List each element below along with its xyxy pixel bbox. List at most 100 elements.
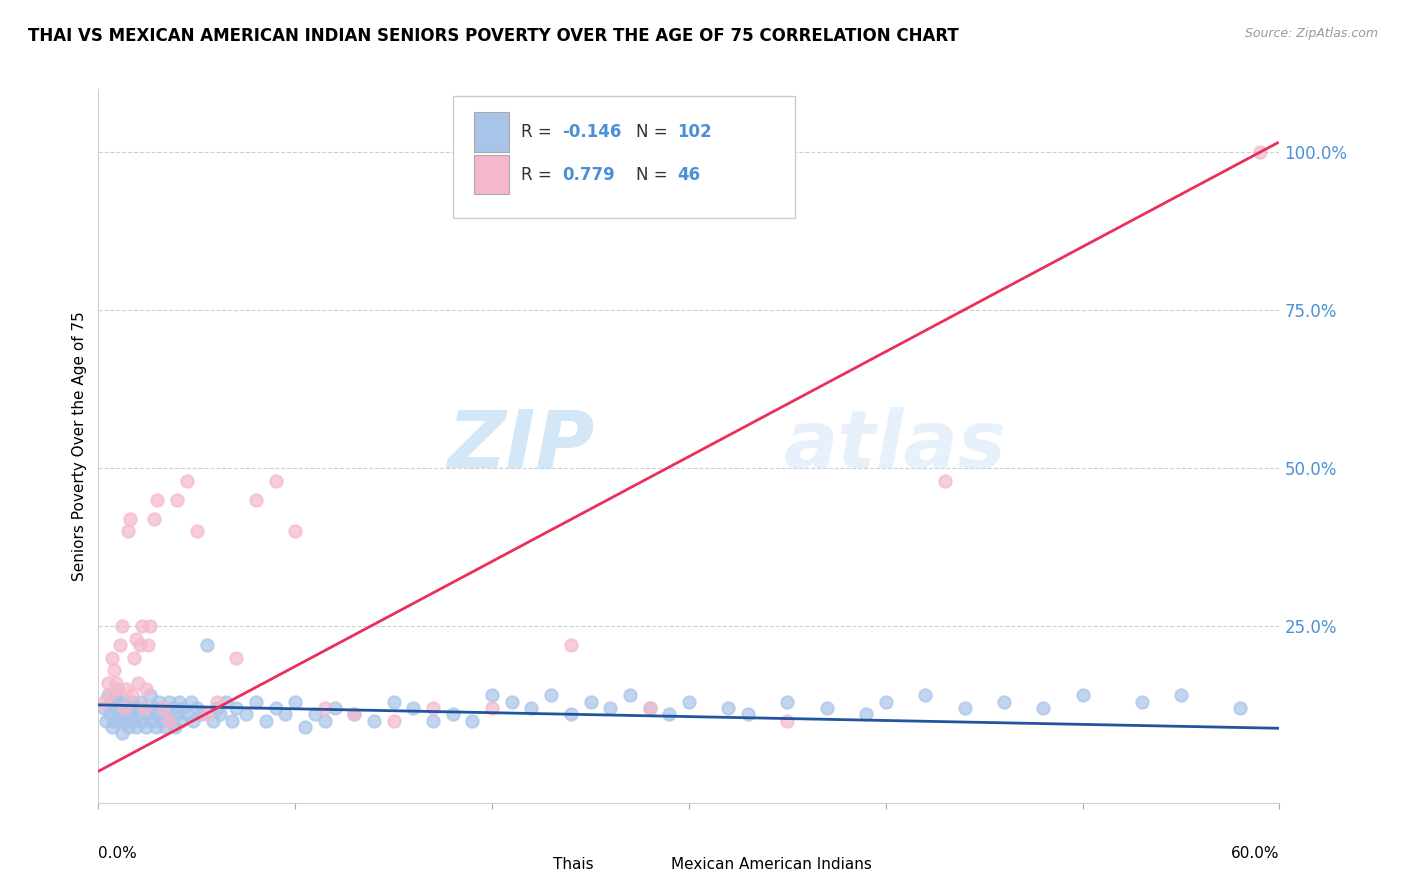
- Point: [122, 701, 145, 715]
- Point: [117, 720, 139, 734]
- FancyBboxPatch shape: [453, 96, 796, 218]
- Bar: [641, 860, 664, 872]
- Point: [115, 682, 138, 697]
- Point: [201, 714, 224, 728]
- Point: [101, 650, 124, 665]
- Point: [111, 726, 134, 740]
- Point: [501, 695, 523, 709]
- Text: -0.146: -0.146: [562, 123, 621, 141]
- Point: [108, 638, 131, 652]
- Point: [1130, 695, 1153, 709]
- Point: [264, 701, 287, 715]
- Point: [294, 720, 316, 734]
- Point: [304, 707, 326, 722]
- Point: [125, 632, 148, 646]
- Point: [245, 695, 267, 709]
- Point: [1032, 701, 1054, 715]
- Point: [141, 714, 163, 728]
- Point: [162, 701, 184, 715]
- Point: [245, 492, 267, 507]
- Point: [118, 511, 141, 525]
- Point: [914, 689, 936, 703]
- Point: [195, 638, 218, 652]
- Point: [172, 701, 194, 715]
- Point: [382, 695, 405, 709]
- Point: [131, 714, 153, 728]
- Bar: [474, 112, 509, 152]
- Point: [855, 707, 877, 722]
- Text: R =: R =: [522, 166, 557, 184]
- Point: [128, 695, 150, 709]
- Point: [152, 701, 174, 715]
- Point: [314, 701, 336, 715]
- Point: [101, 720, 124, 734]
- Point: [127, 675, 149, 690]
- Point: [107, 682, 129, 697]
- Point: [717, 701, 740, 715]
- Point: [117, 701, 139, 715]
- Text: 46: 46: [678, 166, 700, 184]
- Point: [209, 707, 232, 722]
- Point: [115, 714, 138, 728]
- Text: Source: ZipAtlas.com: Source: ZipAtlas.com: [1244, 27, 1378, 40]
- Point: [166, 707, 188, 722]
- Text: N =: N =: [636, 166, 672, 184]
- Text: Thais: Thais: [553, 857, 593, 872]
- Point: [131, 619, 153, 633]
- Point: [215, 695, 238, 709]
- Y-axis label: Seniors Poverty Over the Age of 75: Seniors Poverty Over the Age of 75: [72, 311, 87, 581]
- Point: [678, 695, 700, 709]
- Text: 0.779: 0.779: [562, 166, 616, 184]
- Point: [170, 714, 193, 728]
- Point: [97, 689, 120, 703]
- Point: [638, 701, 661, 715]
- Point: [875, 695, 897, 709]
- Text: THAI VS MEXICAN AMERICAN INDIAN SENIORS POVERTY OVER THE AGE OF 75 CORRELATION C: THAI VS MEXICAN AMERICAN INDIAN SENIORS …: [28, 27, 959, 45]
- Point: [343, 707, 366, 722]
- Point: [274, 707, 297, 722]
- Point: [122, 714, 145, 728]
- Point: [166, 492, 188, 507]
- Point: [560, 638, 582, 652]
- Point: [146, 492, 169, 507]
- Point: [97, 675, 120, 690]
- Point: [107, 695, 129, 709]
- Point: [776, 714, 799, 728]
- Point: [112, 701, 135, 715]
- Point: [156, 707, 179, 722]
- Point: [157, 695, 180, 709]
- Point: [108, 714, 131, 728]
- Point: [560, 707, 582, 722]
- Point: [441, 707, 464, 722]
- Point: [934, 474, 956, 488]
- Point: [111, 619, 134, 633]
- Point: [284, 524, 307, 539]
- Point: [121, 695, 143, 709]
- Point: [112, 707, 135, 722]
- Point: [101, 695, 124, 709]
- Point: [461, 714, 484, 728]
- Point: [93, 695, 115, 709]
- Point: [205, 701, 228, 715]
- Point: [599, 701, 621, 715]
- Point: [1170, 689, 1192, 703]
- Point: [112, 695, 135, 709]
- Point: [128, 638, 150, 652]
- Point: [953, 701, 976, 715]
- Point: [152, 701, 174, 715]
- Point: [105, 689, 128, 703]
- Point: [105, 675, 128, 690]
- Point: [205, 695, 228, 709]
- Point: [142, 511, 165, 525]
- Point: [107, 707, 129, 722]
- Point: [186, 701, 208, 715]
- Point: [96, 714, 118, 728]
- Point: [132, 701, 155, 715]
- Point: [103, 714, 125, 728]
- Point: [225, 701, 247, 715]
- Point: [363, 714, 385, 728]
- Point: [103, 663, 125, 677]
- Point: [402, 701, 425, 715]
- Point: [195, 707, 218, 722]
- Point: [343, 707, 366, 722]
